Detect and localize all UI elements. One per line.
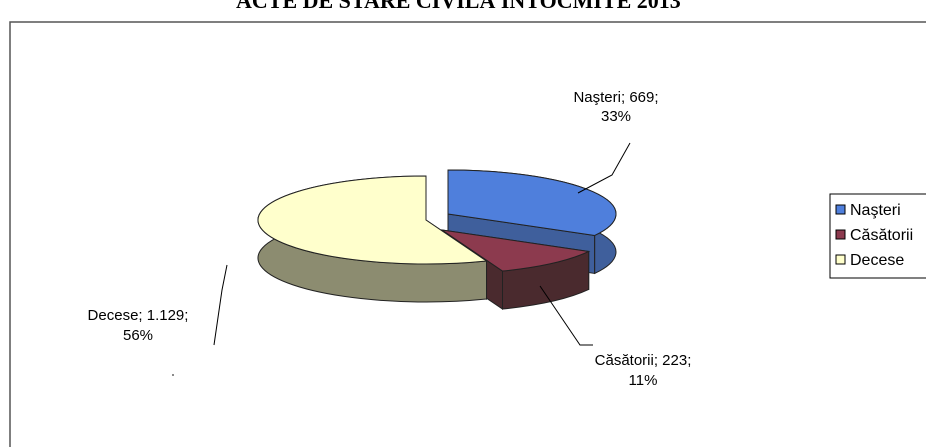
legend-swatch-decese [835,254,846,265]
data-label-nasteri: Naşteri; 669; 33% [573,89,658,125]
leader-line-casatorii [539,285,593,346]
legend-box [829,193,926,279]
legend-label-nasteri: Naşteri [850,202,901,219]
leader-line-nasteri [577,142,631,194]
data-label-nasteri-line1: Naşteri; 669; [573,89,658,106]
chart-area-border [9,21,926,447]
chart-title: ACTE DE STARE CIVILĂ ÎNTOCMITE 2013 [236,0,681,13]
pie-slice-casatorii [441,229,591,272]
stray-dot [172,374,174,376]
data-label-casatorii-line1: Căsătorii; 223; [595,352,692,369]
legend: Naşteri Căsătorii Decese [829,193,926,279]
data-label-nasteri-line2: 33% [601,108,631,125]
data-label-decese: Decese; 1.129; 56% [88,307,189,344]
legend-swatch-nasteri [835,204,846,215]
leader-lines [213,142,631,346]
legend-swatch-casatorii [835,229,846,240]
legend-label-casatorii: Căsătorii [850,227,913,244]
legend-label-decese: Decese [850,252,904,269]
data-label-decese-line1: Decese; 1.129; [88,307,189,324]
pie-slice-nasteri [447,169,617,236]
leader-line-decese [213,264,228,346]
pie-slice-decese [257,175,488,265]
data-label-decese-line2: 56% [123,327,153,344]
pie-plot [257,169,617,310]
data-label-casatorii: Căsătorii; 223; 11% [595,352,692,389]
data-label-casatorii-line2: 11% [629,372,658,389]
